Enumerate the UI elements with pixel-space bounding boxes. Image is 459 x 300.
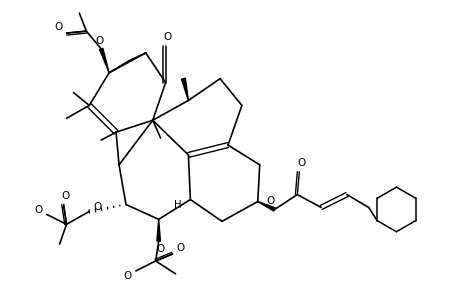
Polygon shape (181, 78, 188, 100)
Text: O: O (297, 158, 305, 168)
Text: O: O (266, 196, 274, 206)
Text: O: O (95, 36, 103, 46)
Text: O: O (54, 22, 62, 32)
Text: O: O (123, 271, 132, 281)
Text: O: O (176, 243, 184, 253)
Polygon shape (157, 219, 160, 241)
Text: O: O (163, 32, 171, 42)
Text: O: O (34, 206, 43, 215)
Polygon shape (99, 48, 109, 73)
Text: O: O (62, 190, 69, 201)
Text: H: H (174, 200, 181, 211)
Text: O: O (93, 202, 101, 212)
Polygon shape (257, 202, 275, 211)
Text: O: O (156, 244, 164, 254)
